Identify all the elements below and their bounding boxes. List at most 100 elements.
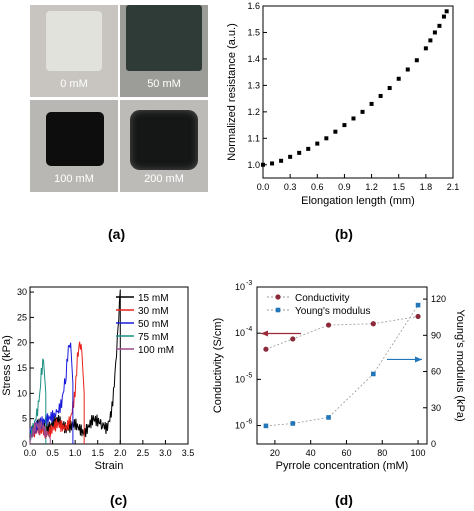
- hydrogel-sample: [126, 5, 202, 71]
- data-point: [261, 162, 265, 167]
- x-tick-label: 2.5: [137, 448, 150, 458]
- data-point: [415, 302, 421, 308]
- panel-label-a: (a): [108, 226, 126, 242]
- legend-marker: [275, 294, 281, 300]
- data-point: [290, 421, 296, 426]
- x-tick-label: 1.8: [420, 182, 433, 192]
- data-point: [263, 346, 269, 352]
- photo-caption: 100 mM: [54, 173, 94, 185]
- data-point: [415, 313, 421, 320]
- series-connector: [265, 316, 419, 350]
- data-point: [315, 141, 320, 146]
- y-tick-label: 10: [235, 421, 245, 431]
- y-axis-label: Stress (kPa): [1, 335, 13, 396]
- y-right-tick-label: 60: [431, 367, 441, 377]
- data-point: [288, 154, 293, 159]
- x-tick-label: 0.6: [311, 182, 324, 192]
- x-tick-label: 40: [306, 448, 316, 458]
- x-tick-label: 60: [341, 448, 351, 458]
- data-point: [370, 321, 376, 327]
- data-point: [369, 101, 374, 106]
- series-line: [29, 358, 47, 444]
- x-tick-label: 80: [377, 448, 387, 458]
- y-tick-label: 1.3: [247, 80, 260, 90]
- sample-photo-grid: 0 mM 50 mM 100 mM 200 mM: [30, 5, 208, 193]
- x-tick-label: 1.0: [69, 448, 82, 458]
- plot-frame: [262, 5, 454, 179]
- data-point: [360, 109, 365, 114]
- data-point: [428, 38, 433, 43]
- y-tick-label: 15: [17, 363, 27, 373]
- photo-caption: 0 mM: [60, 78, 88, 90]
- legend-label: Conductivity: [295, 293, 349, 304]
- data-point: [290, 336, 296, 342]
- data-point: [432, 30, 437, 35]
- y-right-axis-label: Young's modulus (kPa): [454, 309, 466, 421]
- panel-label-c: (c): [110, 492, 128, 508]
- photo-50mM: 50 mM: [120, 5, 208, 97]
- data-point: [263, 423, 269, 429]
- data-point: [324, 136, 329, 141]
- legend-label: Young's modulus: [295, 306, 370, 317]
- y-tick-label: 30: [17, 287, 27, 297]
- plot-frame: [29, 286, 189, 445]
- data-point: [325, 322, 332, 328]
- photo-caption: 50 mM: [147, 78, 181, 90]
- data-point: [333, 129, 338, 134]
- legend-label: 50 mM: [138, 319, 169, 330]
- series-line: [29, 420, 51, 444]
- y-tick-label: 1.1: [247, 133, 260, 143]
- hydrogel-sample: [130, 110, 198, 170]
- y-tick-exponent: -4: [246, 326, 252, 333]
- panel-label-d: (d): [335, 492, 353, 508]
- y-tick-label: 10: [17, 388, 27, 398]
- x-tick-label: 1.5: [91, 448, 104, 458]
- data-point: [351, 116, 356, 121]
- legend-label: 75 mM: [138, 332, 169, 343]
- y-tick-label: 25: [17, 312, 27, 322]
- y-tick-label: 10: [235, 328, 245, 338]
- y-tick-label: 1.5: [247, 27, 260, 37]
- y-tick-label: 1.2: [247, 107, 260, 117]
- data-point: [387, 86, 392, 91]
- y-right-tick-label: 30: [431, 403, 441, 413]
- x-tick-label: 3.0: [159, 448, 172, 458]
- data-point: [444, 9, 449, 14]
- x-tick-label: 0.0: [24, 448, 37, 458]
- x-tick-label: 0.3: [284, 182, 297, 192]
- y-tick-label: 10: [235, 374, 245, 384]
- photo-caption: 200 mM: [144, 173, 184, 185]
- y-right-tick-label: 90: [431, 330, 441, 340]
- x-tick-label: 1.2: [365, 182, 378, 192]
- x-tick-label: 100: [411, 448, 426, 458]
- hydrogel-sample: [46, 112, 104, 166]
- arrowhead-right: [415, 356, 422, 363]
- photo-100mM: 100 mM: [30, 100, 118, 192]
- x-tick-label: 3.5: [182, 448, 195, 458]
- data-point: [378, 93, 383, 98]
- x-axis-label: Pyrrole concentration (mM): [276, 460, 409, 472]
- y-tick-label: 1.4: [247, 54, 260, 64]
- data-point: [441, 14, 446, 19]
- arrowhead-left: [261, 330, 268, 337]
- legend-label: 100 mM: [138, 345, 174, 356]
- y-tick-label: 1.6: [247, 1, 260, 11]
- photo-0mM: 0 mM: [30, 5, 118, 97]
- y-axis-label: Normalized resistance (a.u.): [226, 23, 238, 161]
- y-tick-label: 0: [22, 439, 27, 449]
- x-tick-label: 2.0: [114, 448, 127, 458]
- series-connector: [265, 304, 419, 427]
- data-point: [437, 23, 442, 28]
- data-point: [270, 161, 275, 166]
- data-point: [306, 146, 311, 151]
- x-axis-label: Elongation length (mm): [301, 195, 415, 207]
- legend-label: 15 mM: [138, 293, 169, 304]
- y-tick-exponent: -3: [246, 280, 252, 287]
- panel-label-b: (b): [335, 226, 353, 242]
- y-tick-label: 1.0: [247, 160, 260, 170]
- y-axis-label: Conductivity (S/cm): [212, 318, 224, 413]
- x-tick-label: 0.0: [257, 182, 270, 192]
- x-tick-label: 20: [270, 448, 280, 458]
- x-axis-label: Strain: [95, 460, 124, 472]
